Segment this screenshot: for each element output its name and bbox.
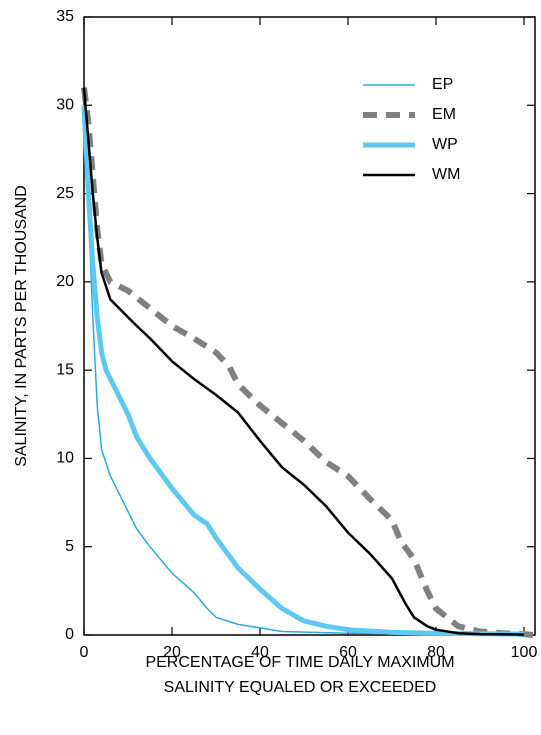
plot-frame: [83, 16, 536, 636]
series-line: [83, 105, 525, 636]
y-tick-label: 30: [56, 97, 74, 114]
x-tick-label: 40: [251, 644, 269, 661]
y-tick-label: 0: [65, 626, 74, 643]
series-line: [81, 105, 525, 637]
series-line: [82, 87, 525, 636]
y-tick-label: 10: [56, 450, 74, 467]
x-axis-label: SALINITY EQUALED OR EXCEEDED: [164, 679, 437, 696]
x-axis-label: PERCENTAGE OF TIME DAILY MAXIMUM: [145, 654, 454, 671]
y-axis-label: SALINITY, IN PARTS PER THOUSAND: [13, 185, 30, 467]
legend-label: WP: [432, 136, 458, 153]
legend-label: EP: [432, 76, 453, 93]
series-line: [81, 87, 534, 638]
y-tick-label: 5: [65, 538, 74, 555]
y-tick-label: 20: [56, 273, 74, 290]
y-tick-label: 35: [56, 8, 74, 25]
legend-label: EM: [432, 106, 456, 123]
x-tick-label: 60: [339, 644, 357, 661]
x-tick-label: 20: [163, 644, 181, 661]
x-tick-label: 100: [511, 644, 538, 661]
legend-label: WM: [432, 166, 460, 183]
y-tick-label: 25: [56, 185, 74, 202]
x-tick-label: 80: [427, 644, 445, 661]
y-tick-label: 15: [56, 361, 74, 378]
x-tick-label: 0: [80, 644, 89, 661]
